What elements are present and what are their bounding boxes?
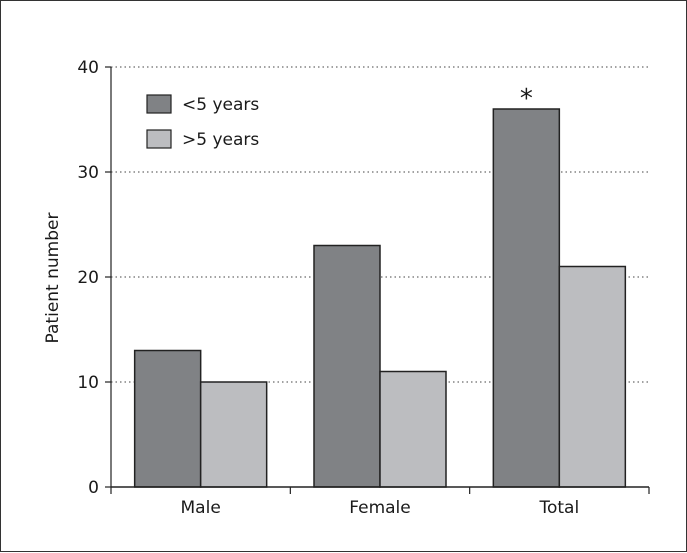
bar-female-series-0 (313, 244, 381, 488)
bar-total-series-1 (558, 265, 627, 488)
legend-swatch-0 (146, 94, 172, 114)
x-tick-label-total: Total (538, 498, 579, 518)
y-tick-label-10: 10 (77, 373, 99, 393)
bar-female-series-1 (379, 370, 447, 488)
bar-male-series-1 (199, 381, 268, 488)
legend-swatch-1 (146, 129, 172, 149)
y-tick-label-0: 0 (88, 478, 99, 498)
legend-label-0: <5 years (182, 95, 259, 115)
x-tick-label-male: Male (181, 498, 221, 518)
bar-male-series-0 (133, 349, 202, 488)
y-axis-label: Patient number (43, 213, 63, 344)
x-tick-label-female: Female (349, 498, 410, 518)
y-tick-label-20: 20 (77, 268, 99, 288)
significance-marker: * (520, 84, 533, 114)
legend-label-1: >5 years (182, 130, 259, 150)
legend: <5 years >5 years (146, 94, 259, 150)
y-tick-label-40: 40 (77, 58, 99, 78)
axes: 0 10 20 30 40 Male Female Total (77, 58, 650, 518)
bar-total-series-0 (492, 108, 561, 488)
y-tick-label-30: 30 (77, 163, 99, 183)
bars: * (133, 84, 627, 488)
